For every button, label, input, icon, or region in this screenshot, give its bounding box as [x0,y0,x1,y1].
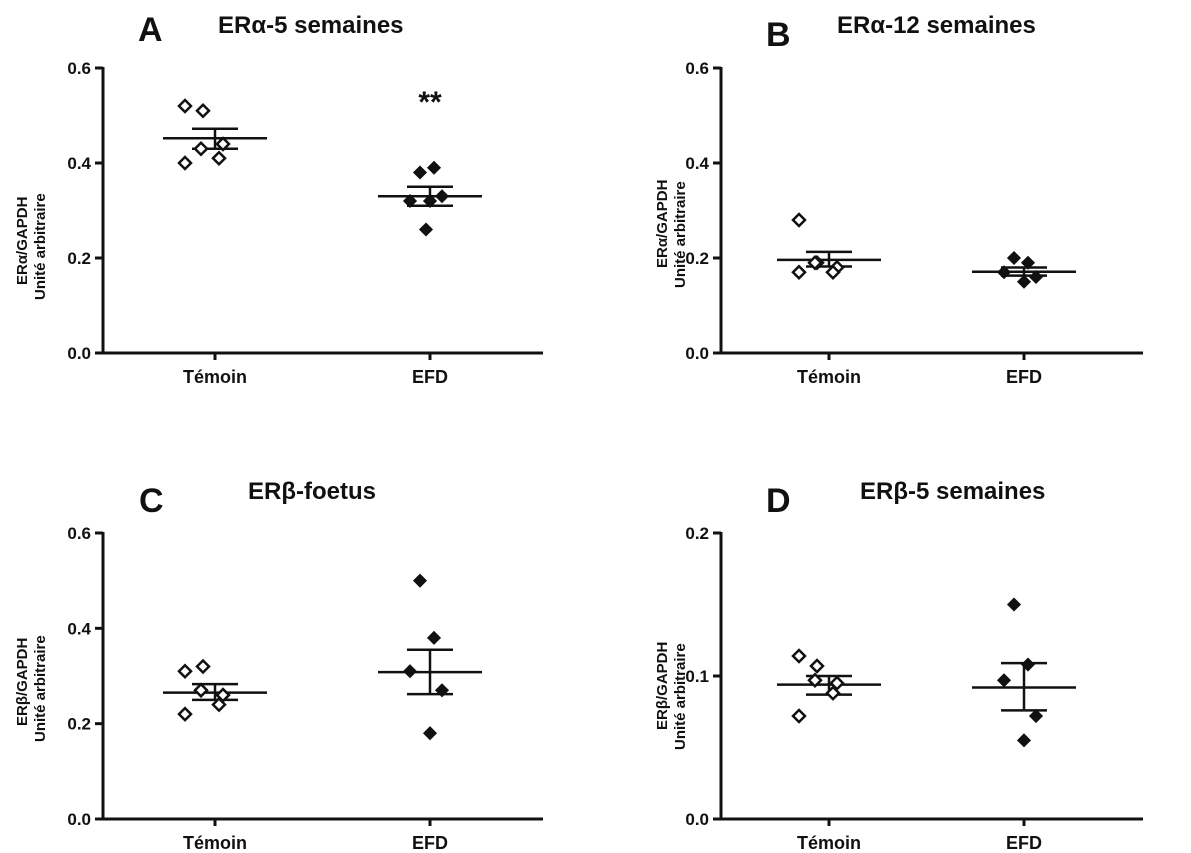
y-tick-label: 0.4 [67,154,91,173]
panel-letter: A [138,11,163,49]
data-point-open-diamond [807,672,823,689]
data-point-filled-diamond [426,160,442,175]
data-point-open-diamond [195,102,211,119]
y-axis-label-line2: Unité arbitraire [672,643,689,750]
x-tick-label: EFD [1006,367,1042,387]
plot-area: 0.0 0.2 0.4 0.6 Témoin EFD ** [67,59,543,387]
x-tick-label: Témoin [797,833,861,853]
data-point-open-diamond [825,264,841,281]
data-point-filled-diamond [1028,269,1044,285]
chart-title: ERα-12 semaines [837,12,1036,39]
x-tick-label: EFD [412,367,448,387]
data-point-filled-diamond [422,726,438,741]
y-tick-label: 0.2 [67,715,91,734]
data-point-open-diamond [211,150,227,167]
x-tick-label: Témoin [183,833,247,853]
data-point-filled-diamond [1006,597,1022,612]
data-point-open-diamond [215,136,231,152]
chart-title: ERβ-5 semaines [860,478,1046,505]
chart-panel-b: B ERα-12 semaines ERα/GAPDH Unité arbitr… [640,0,1191,426]
y-tick-label: 0.2 [67,249,91,268]
x-tick-label: Témoin [797,367,861,387]
data-point-filled-diamond [1020,657,1036,672]
y-tick-label: 0.6 [67,59,91,78]
data-point-filled-diamond [1006,250,1022,266]
data-point-filled-diamond [426,630,442,645]
plot-area: 0.0 0.1 0.2 Témoin EFD [685,524,1143,853]
x-tick-label: EFD [1006,833,1042,853]
data-point-filled-diamond [402,193,418,209]
data-point-filled-diamond [996,673,1012,688]
significance-annotation: ** [418,86,442,119]
plot-area: 0.0 0.2 0.4 0.6 Témoin EFD [685,59,1143,387]
data-point-open-diamond [193,140,209,157]
data-point-open-diamond [825,685,841,701]
y-tick-label: 0.4 [67,619,91,638]
data-point-open-diamond [791,212,807,228]
y-axis-label-line1: ERβ/GAPDH [654,641,671,730]
x-tick-label: Témoin [183,367,247,387]
chart-panel-c: C ERβ-foetus ERβ/GAPDH Unité arbitraire … [0,426,595,853]
y-axis-label-line1: ERα/GAPDH [654,179,671,268]
x-tick-label: EFD [412,833,448,853]
y-tick-label: 0.1 [685,667,709,686]
y-tick-label: 0.0 [67,344,91,363]
data-point-open-diamond [211,696,227,713]
data-point-filled-diamond [412,165,428,180]
data-point-open-diamond [791,648,807,664]
y-axis-label-line2: Unité arbitraire [32,635,49,742]
data-point-filled-diamond [996,265,1012,280]
y-tick-label: 0.6 [685,59,709,78]
chart-title: ERβ-foetus [248,478,376,505]
data-point-open-diamond [177,155,193,171]
y-axis-label-line1: ERβ/GAPDH [14,637,31,726]
data-point-filled-diamond [412,573,428,588]
y-tick-label: 0.0 [67,810,91,829]
data-point-open-diamond [177,98,193,114]
data-point-open-diamond [791,708,807,724]
data-point-open-diamond [195,658,211,675]
data-point-filled-diamond [1020,255,1036,270]
data-point-open-diamond [177,663,193,680]
y-tick-label: 0.0 [685,810,709,829]
data-point-open-diamond [809,658,825,674]
panel-letter: B [766,16,791,54]
data-point-filled-diamond [434,683,450,698]
y-tick-label: 0.4 [685,154,709,173]
y-tick-label: 0.6 [67,524,91,543]
y-tick-label: 0.2 [685,249,709,268]
y-tick-label: 0.2 [685,524,709,543]
chart-title: ERα-5 semaines [218,12,404,39]
y-axis-label-line2: Unité arbitraire [32,193,49,300]
data-point-open-diamond [791,264,807,281]
data-point-open-diamond [177,706,193,722]
chart-panel-d: D ERβ-5 semaines ERβ/GAPDH Unité arbitra… [640,426,1191,853]
y-tick-label: 0.0 [685,344,709,363]
data-point-open-diamond [829,675,845,691]
y-axis-label-line2: Unité arbitraire [672,181,689,288]
data-point-filled-diamond [1028,708,1044,724]
data-point-filled-diamond [422,193,438,209]
data-point-filled-diamond [418,222,434,237]
plot-area: 0.0 0.2 0.4 0.6 Témoin EFD [67,524,543,853]
data-point-filled-diamond [402,664,418,679]
chart-panel-a: A ERα-5 semaines ERα/GAPDH Unité arbitra… [0,0,595,426]
data-point-open-diamond [193,682,209,699]
panel-letter: D [766,482,791,520]
y-axis-label-line1: ERα/GAPDH [14,196,31,285]
data-point-filled-diamond [1016,733,1032,748]
panel-letter: C [139,482,164,520]
data-point-open-diamond [807,254,823,271]
data-point-filled-diamond [434,189,450,204]
data-point-filled-diamond [1016,274,1032,289]
